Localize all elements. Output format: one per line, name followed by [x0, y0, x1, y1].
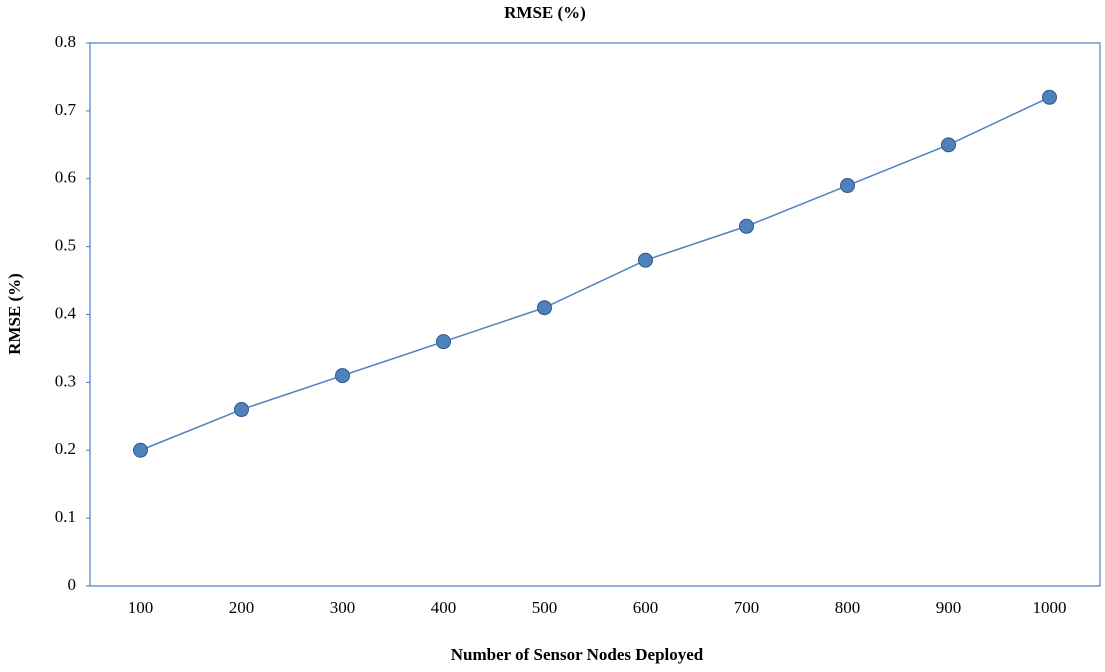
data-point [840, 178, 855, 194]
y-tick-label: 0.3 [55, 371, 76, 390]
y-tick-label: 0.4 [55, 303, 77, 322]
data-point [1042, 89, 1057, 105]
data-point [941, 137, 956, 153]
data-point [335, 368, 350, 384]
x-tick-label: 600 [633, 598, 659, 617]
x-axis-label: Number of Sensor Nodes Deployed [451, 645, 704, 664]
data-point [234, 402, 249, 418]
data-point [133, 442, 148, 458]
x-tick-label: 400 [431, 598, 457, 617]
data-point [638, 252, 653, 268]
y-tick-label: 0 [68, 575, 77, 594]
x-tick-label: 200 [229, 598, 255, 617]
chart-title: RMSE (%) [504, 3, 586, 22]
data-line [140, 96, 1050, 451]
x-tick-label: 300 [330, 598, 356, 617]
plot-frame [89, 42, 1101, 587]
x-tick-label: 900 [936, 598, 962, 617]
y-tick-label: 0.2 [55, 439, 76, 458]
y-tick-label: 0.7 [55, 100, 77, 119]
y-axis-label: RMSE (%) [5, 273, 24, 355]
data-point [739, 218, 754, 234]
data-point [537, 300, 552, 316]
y-tick-label: 0.5 [55, 236, 76, 255]
x-tick-label: 800 [835, 598, 861, 617]
x-tick-label: 100 [128, 598, 154, 617]
x-tick-label: 500 [532, 598, 558, 617]
y-tick-label: 0.1 [55, 507, 76, 526]
x-tick-label: 1000 [1033, 598, 1067, 617]
y-tick-label: 0.6 [55, 168, 76, 187]
y-tick-label: 0.8 [55, 32, 76, 51]
x-tick-label: 700 [734, 598, 760, 617]
data-point [436, 334, 451, 350]
